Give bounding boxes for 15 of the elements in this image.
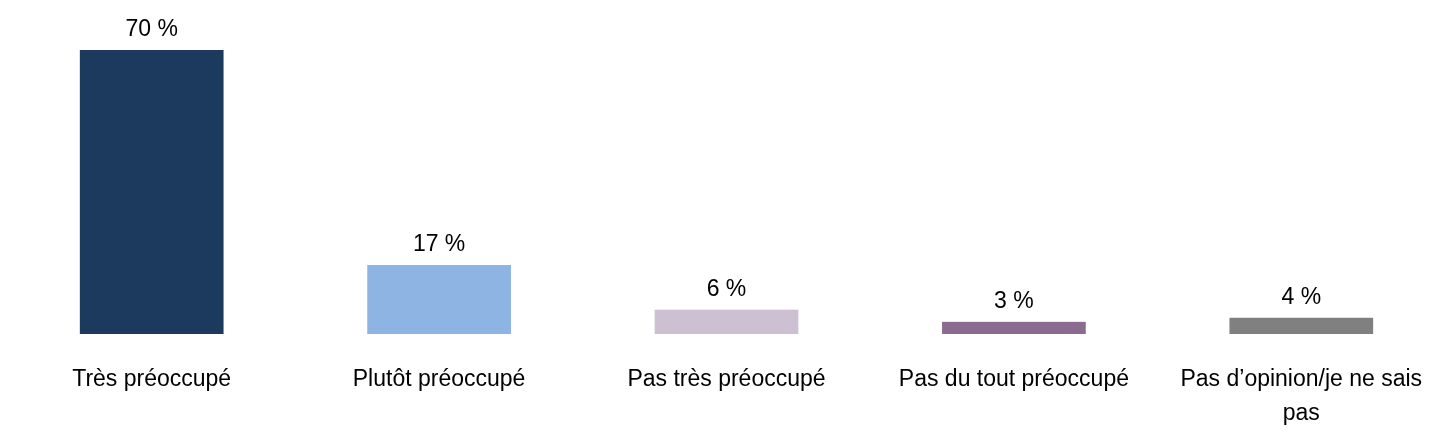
x-tick-label: Pas d’opinion/je ne sais pas [1180, 365, 1423, 425]
data-label: 3 % [994, 286, 1034, 313]
x-tick-label: Très préoccupé [72, 365, 232, 391]
bar [654, 309, 799, 334]
x-tick-label: Pas très préoccupé [627, 365, 826, 391]
bar [942, 321, 1086, 334]
x-tick-label: Pas du tout préoccupé [898, 365, 1129, 391]
data-label: 4 % [1281, 282, 1322, 309]
bar [367, 265, 511, 334]
data-label: 70 % [125, 15, 178, 41]
x-tick-label: Plutôt préoccupé [352, 365, 526, 391]
data-label: 6 % [706, 274, 747, 301]
bar [1229, 317, 1374, 334]
data-label: 17 % [412, 230, 466, 257]
bar [79, 50, 224, 334]
